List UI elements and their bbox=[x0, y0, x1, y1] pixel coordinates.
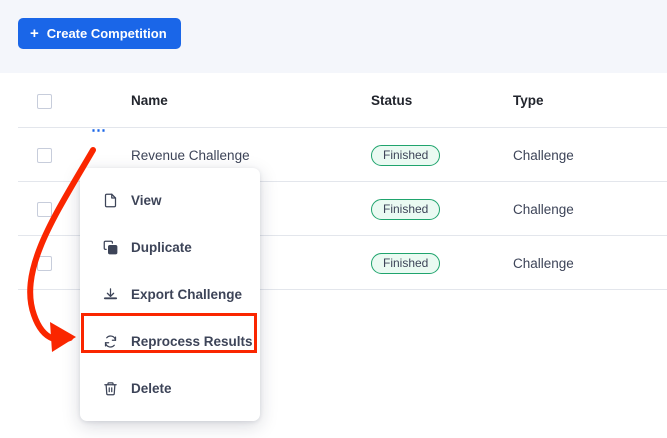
status-badge: Finished bbox=[371, 144, 441, 166]
menu-item-label: Duplicate bbox=[131, 240, 192, 255]
download-tray-icon bbox=[102, 287, 118, 303]
column-header-type[interactable]: Type bbox=[513, 93, 544, 108]
row-name: Revenue Challenge bbox=[131, 147, 250, 163]
trash-icon bbox=[102, 381, 118, 397]
column-header-status[interactable]: Status bbox=[371, 93, 413, 108]
menu-item-label: Delete bbox=[131, 381, 172, 396]
row-type: Challenge bbox=[513, 255, 574, 271]
menu-item-reprocess-results[interactable]: Reprocess Results bbox=[80, 318, 260, 365]
row-divider bbox=[18, 181, 667, 182]
copy-icon bbox=[102, 240, 118, 256]
row-select-checkbox[interactable] bbox=[37, 148, 52, 163]
table-header-row: Name Status Type bbox=[0, 73, 667, 128]
top-toolbar: + Create Competition bbox=[0, 0, 667, 73]
menu-item-label: Reprocess Results bbox=[131, 334, 253, 349]
menu-item-duplicate[interactable]: Duplicate bbox=[80, 224, 260, 271]
menu-item-label: View bbox=[131, 193, 162, 208]
row-status-cell: Finished bbox=[371, 144, 441, 166]
row-type: Challenge bbox=[513, 147, 574, 163]
header-divider bbox=[18, 127, 667, 128]
row-select-checkbox[interactable] bbox=[37, 202, 52, 217]
row-type: Challenge bbox=[513, 201, 574, 217]
row-status-cell: Finished bbox=[371, 252, 441, 274]
row-divider bbox=[18, 235, 667, 236]
create-competition-button[interactable]: + Create Competition bbox=[18, 18, 181, 49]
row-divider bbox=[18, 289, 667, 290]
ellipsis-horizontal-icon[interactable]: ⋯ bbox=[91, 122, 107, 139]
select-all-checkbox[interactable] bbox=[37, 93, 52, 109]
menu-item-export-challenge[interactable]: Export Challenge bbox=[80, 271, 260, 318]
row-status-cell: Finished bbox=[371, 198, 441, 220]
menu-item-label: Export Challenge bbox=[131, 287, 243, 302]
refresh-cycle-icon bbox=[102, 334, 118, 350]
column-header-name[interactable]: Name bbox=[131, 93, 168, 108]
menu-item-view[interactable]: View bbox=[80, 177, 260, 224]
row-select-checkbox[interactable] bbox=[37, 256, 52, 271]
plus-icon: + bbox=[30, 24, 39, 42]
file-icon bbox=[102, 193, 118, 209]
status-badge: Finished bbox=[371, 252, 441, 274]
menu-item-delete[interactable]: Delete bbox=[80, 365, 260, 412]
row-context-menu: View Duplicate Export Challenge bbox=[80, 168, 260, 421]
status-badge: Finished bbox=[371, 198, 441, 220]
create-competition-label: Create Competition bbox=[46, 26, 167, 41]
